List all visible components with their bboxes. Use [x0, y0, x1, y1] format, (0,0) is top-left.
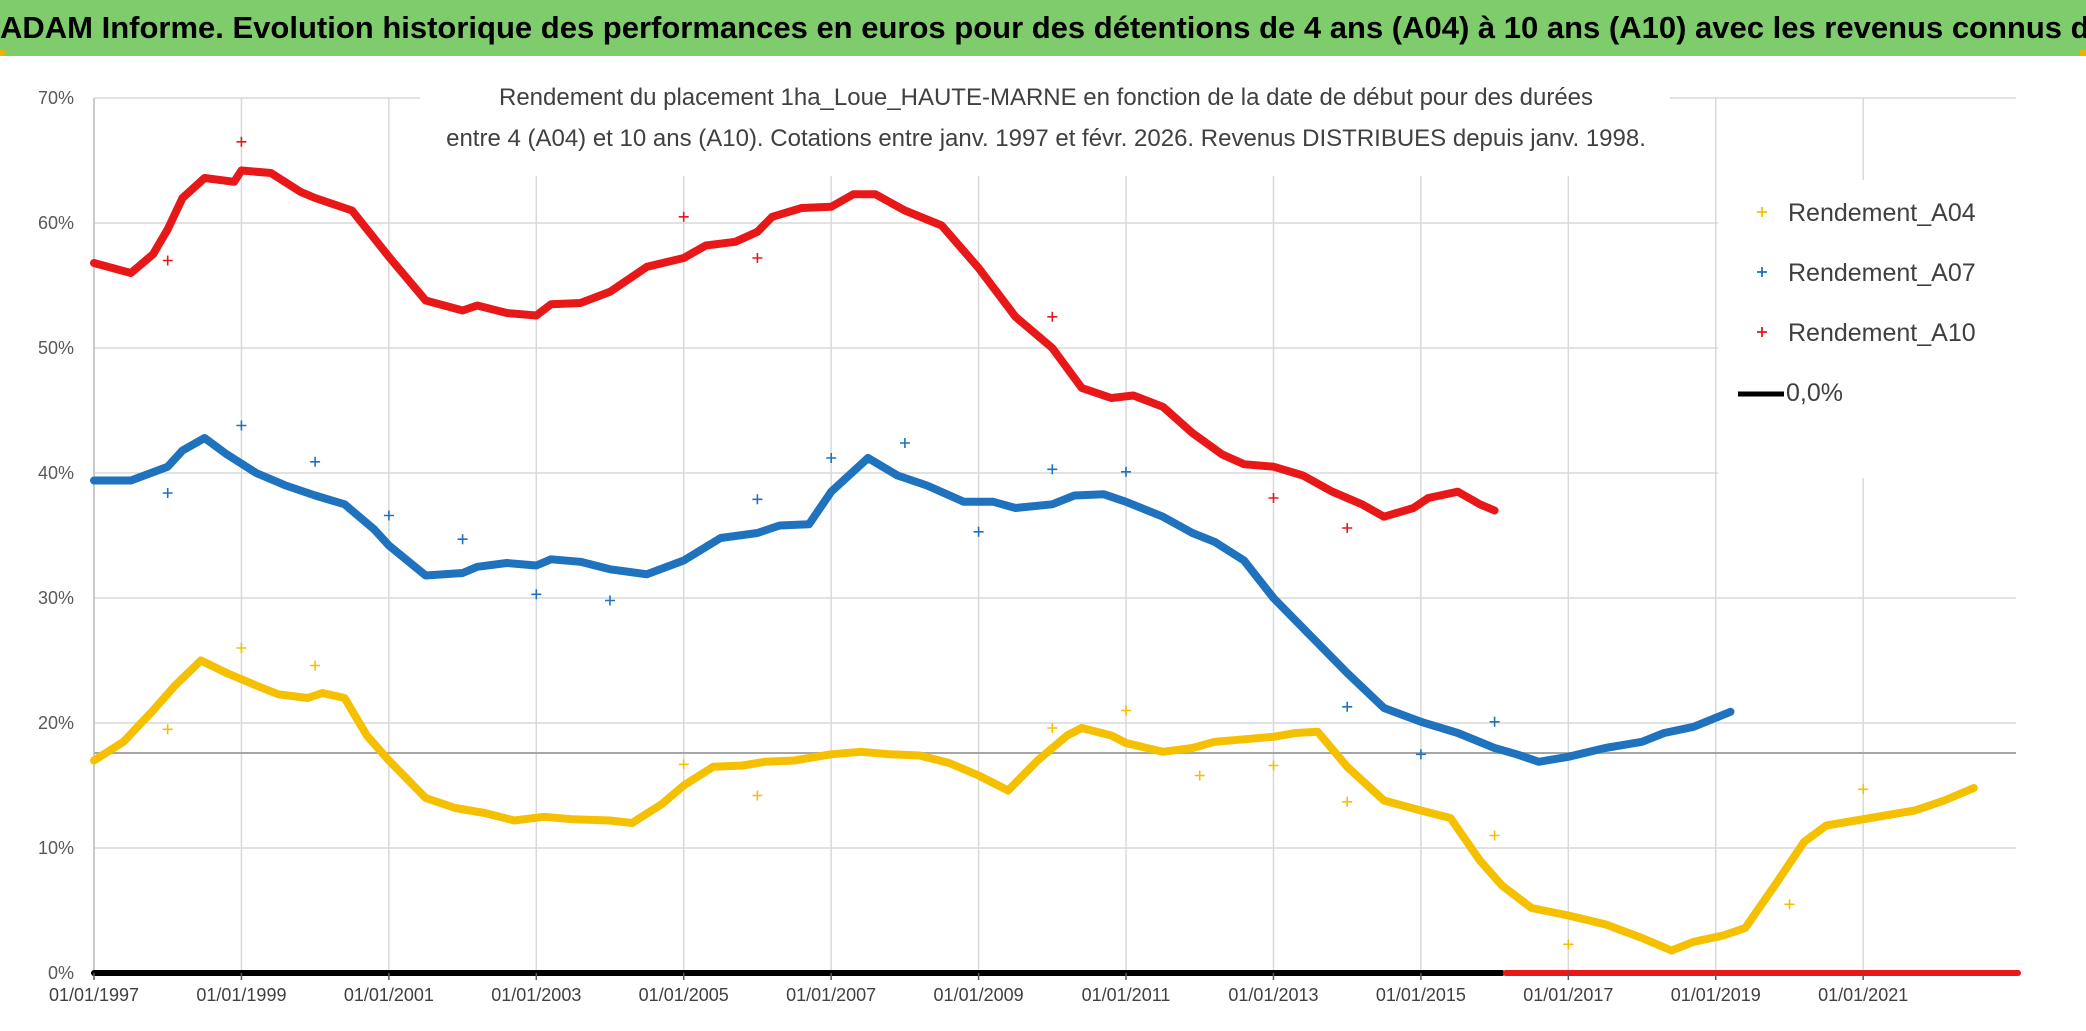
legend-background: [1718, 180, 2016, 478]
corner-mark-left: [0, 50, 6, 56]
x-tick-label: 01/01/2011: [1082, 985, 1171, 1005]
x-tick-label: 01/01/2021: [1818, 985, 1908, 1005]
legend-marker-A10: [1757, 327, 1767, 337]
banner-title: ADAM Informe. Evolution historique des p…: [0, 0, 2086, 56]
x-tick-label: 01/01/2015: [1376, 985, 1466, 1005]
series-A07: [90, 420, 1735, 766]
x-tick-label: 01/01/2007: [786, 985, 876, 1005]
y-tick-label: 40%: [38, 463, 74, 483]
x-tick-label: 01/01/1999: [196, 985, 286, 1005]
chart-title-line-2: entre 4 (A04) et 10 ans (A10). Cotations…: [446, 125, 1646, 152]
y-tick-label: 20%: [38, 713, 74, 733]
x-tick-label: 01/01/2001: [344, 985, 434, 1005]
legend-label-A10: Rendement_A10: [1788, 319, 1976, 347]
y-tick-label: 60%: [38, 213, 74, 233]
chart: 0% 10% 20% 30% 40% 50% 60% 70% 01/01/1997 01/01/1…: [38, 76, 2021, 1005]
series-line-A10: [90, 166, 1499, 521]
x-tick-label: 01/01/2009: [934, 985, 1024, 1005]
x-tick-label: 01/01/2017: [1523, 985, 1613, 1005]
series-line-A07: [90, 434, 1735, 766]
x-tick-label: 01/01/2019: [1671, 985, 1761, 1005]
y-tick-label: 30%: [38, 588, 74, 608]
series-A10: [90, 136, 1499, 533]
legend-marker-A07: [1757, 267, 1767, 277]
legend-label-zero: 0,0%: [1786, 379, 1843, 407]
series-layer: [90, 136, 2021, 976]
legend-label-A07: Rendement_A07: [1788, 259, 1976, 287]
y-tick-label: 70%: [38, 88, 74, 108]
series-outliers-A10: [162, 136, 1353, 533]
x-tick-label: 01/01/2005: [639, 985, 729, 1005]
series-A04: [90, 643, 1978, 955]
x-tick-label: 01/01/1997: [49, 985, 139, 1005]
y-tick-label: 0%: [48, 963, 74, 983]
y-tick-label: 50%: [38, 338, 74, 358]
series-outliers-A04: [162, 643, 1869, 950]
x-tick-label: 01/01/2013: [1228, 985, 1318, 1005]
corner-mark-right: [2080, 50, 2086, 56]
chart-title-background: [420, 76, 1670, 176]
chart-title-box: Rendement du placement 1ha_Loue_HAUTE-MA…: [420, 76, 1670, 176]
y-tick-label: 10%: [38, 838, 74, 858]
axes: 0% 10% 20% 30% 40% 50% 60% 70% 01/01/1997 01/01/1…: [38, 88, 1908, 1005]
legend: Rendement_A04 Rendement_A07 Rendement_A10 0…: [1718, 180, 2016, 478]
series-line-A04: [90, 656, 1978, 955]
chart-title-line-1: Rendement du placement 1ha_Loue_HAUTE-MA…: [499, 84, 1593, 111]
series-outliers-A07: [162, 420, 1500, 760]
x-tick-label: 01/01/2003: [491, 985, 581, 1005]
legend-label-A04: Rendement_A04: [1788, 199, 1976, 227]
legend-marker-A04: [1757, 207, 1767, 217]
